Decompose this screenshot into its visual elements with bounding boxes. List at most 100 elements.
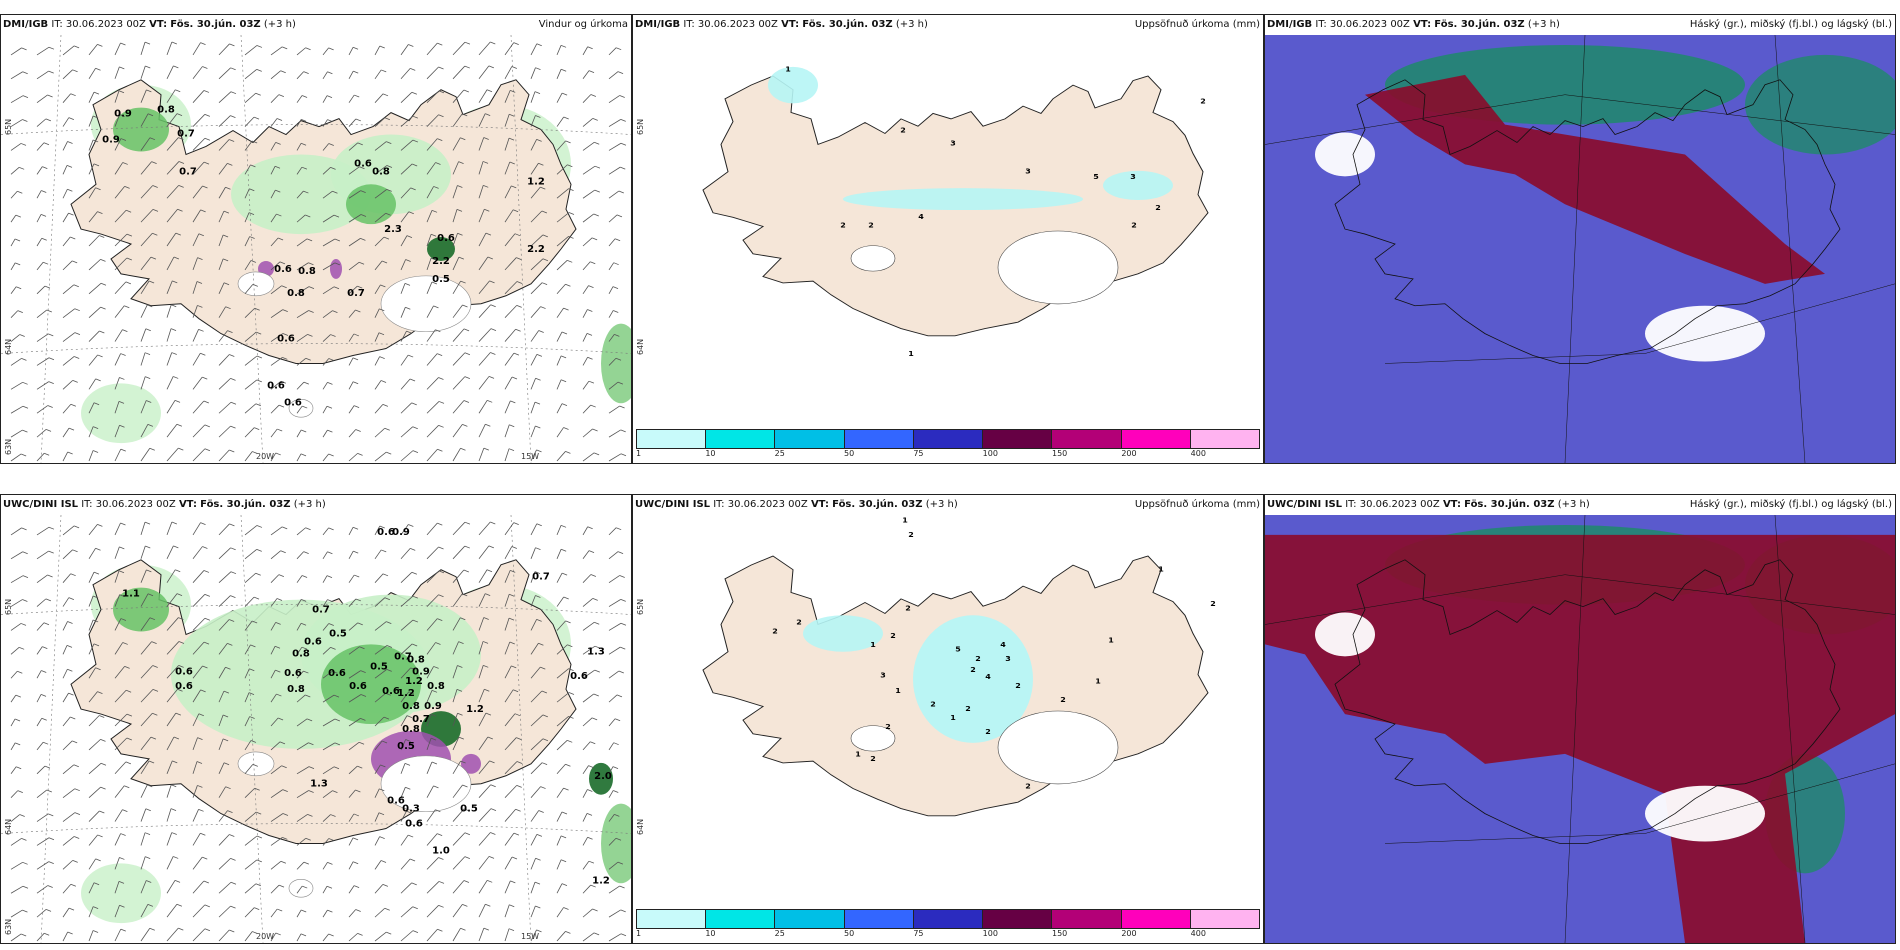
precip-value-label: 3	[880, 671, 886, 680]
precip-value-label: 3	[1005, 654, 1011, 663]
valid-time-label: VT:	[1413, 19, 1432, 30]
low-cloud-area	[1315, 612, 1375, 657]
lead-time: (+3 h)	[1557, 499, 1590, 510]
glacier	[380, 755, 472, 812]
model-name: UWC/DINI ISL	[1267, 499, 1343, 510]
precip-value-label: 2	[1210, 599, 1216, 608]
low-cloud-area	[1645, 785, 1765, 842]
panel-header: UWC/DINI ISL IT: 30.06.2023 00Z VT: Fös.…	[1265, 495, 1895, 515]
precip-value-label: 0.6	[387, 796, 405, 807]
latitude-label: 64N	[636, 338, 645, 355]
map-svg	[1265, 515, 1895, 943]
map-svg	[1265, 35, 1895, 463]
precip-value-label: 0.5	[432, 274, 450, 285]
colorbar-tick-label: 1	[636, 929, 642, 938]
high-cloud-area	[1265, 534, 1895, 943]
field-title: Háský (gr.), miðský (fj.bl.) og lágský (…	[1689, 19, 1892, 30]
precip-value-label: 0.8	[157, 105, 175, 116]
colorbar-segment	[983, 430, 1053, 448]
precip-value-label: 0.8	[372, 166, 390, 177]
precip-value-label: 0.7	[532, 572, 550, 583]
precip-value-label: 0.6	[284, 397, 302, 408]
colorbar-labels: 1 10 25 50 75 100 150 200 400	[636, 449, 1260, 461]
precip-value-label: 0.6	[175, 681, 193, 692]
model-name: DMI/IGB	[3, 19, 49, 30]
precip-value-label: 2	[885, 723, 891, 732]
precip-value-label: 0.6	[377, 527, 395, 538]
latitude-label: 65N	[4, 598, 13, 615]
precip-value-label: 1	[908, 349, 914, 358]
precip-value-label: 2	[985, 727, 991, 736]
colorbar-segment	[1121, 430, 1191, 448]
colorbar-tick-label: 75	[913, 929, 924, 938]
colorbar-segment	[844, 430, 914, 448]
lead-time: (+3 h)	[293, 499, 326, 510]
model-name: UWC/DINI ISL	[635, 499, 711, 510]
precip-value-label: 2	[1131, 221, 1137, 230]
model-name: DMI/IGB	[1267, 19, 1313, 30]
precip-value-label: 0.8	[287, 684, 305, 695]
valid-time-label: VT:	[781, 19, 800, 30]
precip-value-label: 2	[970, 665, 976, 674]
precip-value-label: 0.6	[570, 671, 588, 682]
precip-value-label: 0.6	[349, 681, 367, 692]
precip-value-label: 1	[855, 750, 861, 759]
precip-value-label: 3	[1130, 172, 1136, 181]
precip-value-label: 4	[985, 672, 991, 681]
colorbar-tick-label: 10	[705, 929, 716, 938]
panel-dmi-wind: DMI/IGB IT: 30.06.2023 00Z VT: Fös. 30.j…	[0, 14, 632, 464]
valid-time: Fös. 30.jún. 03Z	[1464, 499, 1555, 510]
init-time: IT: 30.06.2023 00Z	[1345, 499, 1440, 510]
precip-value-label: 0.5	[329, 628, 347, 639]
colorbar-segment	[913, 430, 984, 448]
valid-time: Fös. 30.jún. 03Z	[1434, 19, 1525, 30]
precip-value-label: 0.7	[177, 129, 195, 140]
map-area: 0.6 0.9 0.7 1.1 0.7 0.6 0.5 0.7 1.3 0.6 0.6 0.8 0.6 0…	[1, 515, 631, 943]
precip-area	[427, 237, 455, 261]
precip-value-label: 0.6	[328, 668, 346, 679]
colorbar-tick-label: 150	[1052, 929, 1068, 938]
valid-time: Fös. 30.jún. 03Z	[832, 499, 923, 510]
longitude-label: 15W	[521, 452, 540, 461]
colorbar-segment	[706, 910, 776, 928]
precip-value-label: 2	[908, 530, 914, 539]
longitude-label: 20W	[256, 932, 275, 941]
precip-value-label: 1	[902, 516, 908, 525]
precip-value-label: 2	[772, 627, 778, 636]
latitude-label: 65N	[636, 598, 645, 615]
colorbar-tick-label: 25	[774, 929, 785, 938]
valid-time-label: VT:	[810, 499, 829, 510]
precip-value-label: 0.9	[392, 527, 410, 538]
graticule	[1265, 35, 1895, 463]
precip-area	[346, 184, 396, 225]
precip-value-label: 0.6	[354, 158, 372, 169]
colorbar-tick-label: 50	[844, 929, 855, 938]
precip-value-label: 2	[1015, 682, 1021, 691]
valid-time: Fös. 30.jún. 03Z	[200, 499, 291, 510]
colorbar-tick-label: 100	[982, 449, 998, 458]
colorbar-segment	[637, 430, 707, 448]
colorbar-tick-label: 1	[636, 449, 642, 458]
precip-value-label: 0.8	[287, 288, 305, 299]
heavy-precip-area	[330, 258, 342, 279]
colorbar-segment	[1052, 430, 1122, 448]
precip-value-label: 0.9	[102, 135, 120, 146]
precip-value-label: 0.6	[274, 264, 292, 275]
precip-value-label: 0.8	[407, 654, 425, 665]
precip-value-label: 2	[930, 700, 936, 709]
colorbar-labels: 1 10 25 50 75 100 150 200 400	[636, 929, 1260, 941]
map-area: 0.9 0.8 0.7 0.9 0.7 0.6 0.8 1.2 2.3 0.6 2.2 0.5 0.6 0…	[1, 35, 631, 463]
precip-value-label: 0.7	[347, 288, 365, 299]
precip-value-label: 1.0	[432, 845, 450, 856]
glacier	[850, 245, 896, 272]
panel-dmi-accum: DMI/IGB IT: 30.06.2023 00Z VT: Fös. 30.j…	[632, 14, 1264, 464]
panel-uwc-accum: UWC/DINI ISL IT: 30.06.2023 00Z VT: Fös.…	[632, 494, 1264, 944]
high-cloud-area	[1365, 74, 1825, 284]
colorbar-segment	[1121, 910, 1191, 928]
precip-value-label: 0.8	[402, 701, 420, 712]
colorbar-segment	[637, 910, 707, 928]
precip-value-label: 1.3	[587, 646, 605, 657]
precip-value-label: 0.6	[284, 668, 302, 679]
